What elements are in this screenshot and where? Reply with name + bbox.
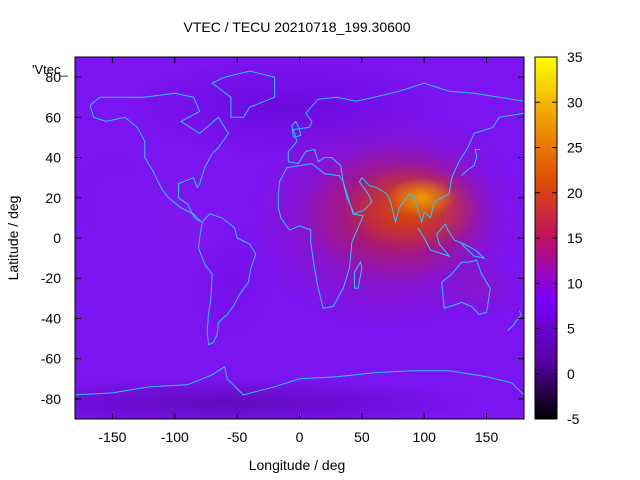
x-tick-label: 0 — [296, 429, 304, 445]
colorbar-ticks: -5 0 5 10 15 20 25 30 35 — [535, 49, 583, 427]
africa-coast — [277, 163, 364, 309]
australia-coast — [441, 259, 491, 315]
y-tick-label: 40 — [45, 150, 61, 166]
y-tick-label: -20 — [41, 270, 61, 286]
uk-coast — [291, 120, 302, 138]
north-america-coast — [89, 92, 229, 223]
x-axis-label: Longitude / deg — [249, 457, 346, 473]
heatmap-layer — [75, 57, 524, 419]
y-tick-label: 0 — [53, 230, 61, 246]
japan-coast — [461, 149, 481, 177]
x-axis: -150 -100 -50 0 50 100 150 — [98, 57, 498, 445]
x-tick-label: 100 — [413, 429, 437, 445]
x-tick-label: 150 — [475, 429, 499, 445]
colorbar-tick-label: -5 — [567, 411, 580, 427]
y-axis: -80 -60 -40 -20 0 20 40 60 80 — [41, 69, 524, 407]
new-zealand-coast — [507, 310, 523, 331]
heatmap-blobs — [75, 57, 524, 419]
y-tick-label: 20 — [45, 190, 61, 206]
colorbar-tick-label: 25 — [567, 140, 583, 156]
y-tick-label: -60 — [41, 351, 61, 367]
antarctica-coast — [75, 365, 524, 396]
indonesia-coast — [417, 222, 486, 259]
colorbar-tick-label: 30 — [567, 94, 583, 110]
madagascar-coast — [353, 260, 363, 289]
x-tick-label: -50 — [227, 429, 247, 445]
colorbar-tick-label: 20 — [567, 185, 583, 201]
eurasia-coast — [287, 82, 524, 224]
colorbar-tick-label: 5 — [567, 321, 575, 337]
heatmap-south-polar-low — [75, 378, 475, 419]
x-tick-label: -150 — [98, 429, 126, 445]
y-tick-label: 80 — [45, 69, 61, 85]
heatmap-afro-asian-crest-peak — [386, 177, 457, 218]
y-tick-label: 60 — [45, 109, 61, 125]
colorbar-tick-label: 15 — [567, 230, 583, 246]
legend-label: 'Vtec_ — [32, 62, 68, 77]
colorbar-tick-label: 35 — [567, 49, 583, 65]
x-tick-label: -100 — [161, 429, 189, 445]
heatmap-australia-band — [442, 258, 518, 319]
greenland-coast — [211, 70, 276, 118]
colorbar-tick-label: 10 — [567, 275, 583, 291]
chart-title: VTEC / TECU 20210718_199.30600 — [183, 19, 410, 35]
y-tick-label: -80 — [41, 391, 61, 407]
heatmap-pacific-band — [75, 137, 163, 259]
x-tick-label: 50 — [354, 429, 370, 445]
y-tick-label: -40 — [41, 310, 61, 326]
coastlines — [75, 70, 524, 396]
colorbar-tick-label: 0 — [567, 366, 575, 382]
south-america-coast — [197, 213, 257, 346]
y-axis-label: Latitude / deg — [5, 196, 21, 281]
